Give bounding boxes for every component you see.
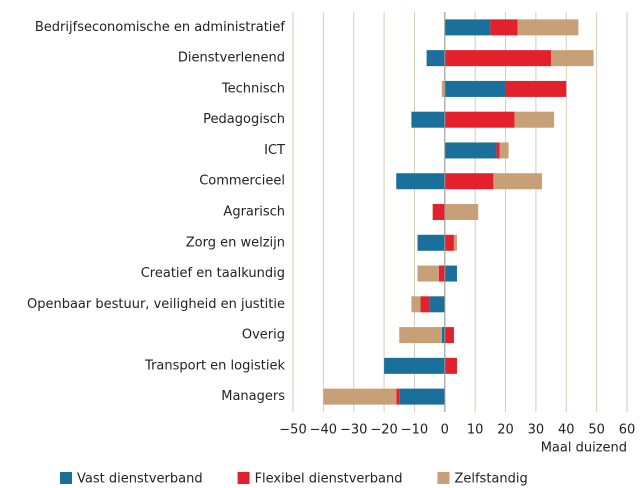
bar (514, 111, 555, 128)
y-tick-label: Overig (242, 328, 285, 343)
bar (411, 111, 445, 128)
x-tick-label: 30 (528, 423, 545, 438)
bar (490, 19, 518, 36)
x-tick-label: −50 (279, 423, 306, 438)
y-tick-label: Creatief en taalkundig (141, 266, 285, 281)
bar (551, 50, 594, 67)
bar (444, 204, 479, 220)
x-tick-label: −10 (401, 423, 428, 438)
y-tick-label: Technisch (221, 81, 285, 96)
y-tick-label: Transport en logistiek (144, 358, 285, 373)
bar (432, 204, 445, 220)
y-tick-label: Commercieel (199, 174, 285, 189)
x-tick-label: 60 (619, 423, 636, 438)
bar (444, 357, 457, 374)
y-tick-label: Managers (221, 389, 285, 404)
bar (411, 296, 421, 313)
bar (505, 80, 567, 97)
bar (444, 80, 506, 97)
y-tick-label: ICT (264, 143, 285, 158)
bar (444, 111, 515, 128)
bar (399, 388, 445, 405)
x-tick-label: 0 (441, 423, 449, 438)
legend-swatch (437, 472, 450, 484)
bar (444, 19, 491, 36)
y-tick-label: Bedrijfseconomische en administratief (35, 20, 286, 35)
x-tick-label: 10 (467, 423, 484, 438)
bar (429, 296, 445, 313)
bar (438, 265, 445, 282)
legend-swatch (60, 472, 72, 484)
bar (384, 357, 445, 374)
y-tick-label: Agrarisch (223, 205, 285, 220)
bar (420, 296, 430, 313)
bar (417, 234, 445, 251)
x-axis-label: Maal duizend (541, 441, 627, 456)
bar (444, 234, 454, 251)
x-tick-label: 40 (558, 423, 575, 438)
y-tick-label: Pedagogisch (203, 112, 285, 127)
x-tick-label: −20 (370, 423, 397, 438)
bar (396, 388, 400, 405)
legend-label: Zelfstandig (454, 472, 527, 487)
bar (493, 173, 542, 190)
bar (417, 265, 439, 282)
bar (496, 142, 500, 159)
y-tick-label: Dienstverlenend (178, 51, 285, 66)
x-tick-label: −30 (340, 423, 367, 438)
bar (323, 388, 397, 405)
bar (441, 327, 445, 344)
bar (396, 173, 445, 190)
bar (444, 173, 494, 190)
bar (399, 327, 442, 344)
x-tick-label: −40 (310, 423, 337, 438)
x-tick-label: 20 (497, 423, 514, 438)
bar (499, 142, 509, 159)
bar (444, 327, 454, 344)
legend-label: Flexibel dienstverband (255, 472, 403, 487)
y-tick-label: Zorg en welzijn (186, 235, 285, 250)
x-tick-label: 50 (588, 423, 605, 438)
legend-label: Vast dienstverband (77, 472, 203, 487)
bar (444, 265, 457, 282)
bar (444, 142, 497, 159)
bar (517, 19, 579, 36)
bar (453, 234, 457, 251)
bar (426, 50, 445, 67)
y-tick-label: Openbaar bestuur, veiligheid en justitie (27, 297, 285, 312)
legend-swatch (237, 472, 250, 484)
bar (444, 50, 552, 67)
bar (441, 80, 445, 97)
